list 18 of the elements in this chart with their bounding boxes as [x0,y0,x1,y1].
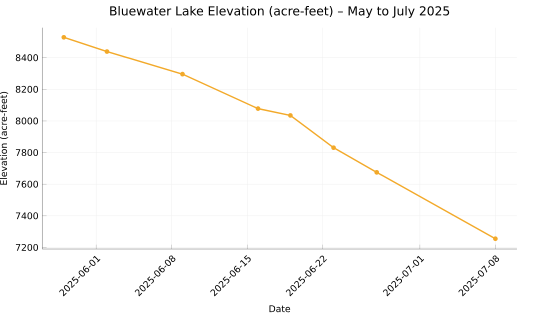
point [288,112,293,118]
point [61,34,66,40]
y-tick-label: 7200 [16,244,38,251]
y-tick-label: 8000 [16,117,38,124]
point [374,170,380,175]
chart-title: Bluewater Lake Elevation (acre-feet) – May to July 2025 [110,6,450,18]
y-tick-label: 8200 [16,86,38,93]
y-tick-label: 7800 [16,148,38,156]
y-tick-label: 7600 [16,180,38,188]
y-axis-title: Elevation (acre-feet) [0,92,8,184]
y-tick-label: 7400 [16,212,38,220]
y-tick-label: 8400 [16,54,38,61]
point [331,145,336,150]
x-axis-title: Date [269,305,290,312]
point [256,106,260,111]
point [104,48,110,54]
point [493,236,498,241]
point [180,72,185,76]
